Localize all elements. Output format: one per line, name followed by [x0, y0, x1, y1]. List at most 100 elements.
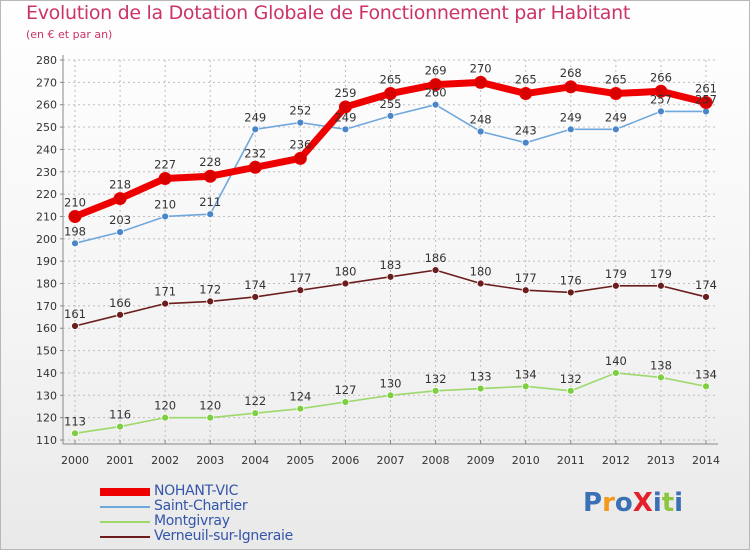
data-label-saint-chartier: 249	[334, 110, 356, 124]
data-label-verneuil-sur-igneraie: 180	[470, 265, 492, 279]
data-point-saint-chartier	[71, 239, 79, 248]
y-tick-label: 190	[36, 255, 57, 268]
data-point-nohant-vic	[203, 169, 217, 183]
data-label-nohant-vic: 227	[154, 157, 176, 171]
data-label-saint-chartier: 198	[64, 224, 86, 238]
logo-letter: X	[632, 488, 653, 518]
data-point-montgivray	[476, 384, 485, 393]
x-tick-label: 2014	[692, 454, 720, 467]
data-point-verneuil-sur-igneraie	[521, 286, 530, 295]
y-tick-label: 200	[36, 233, 57, 246]
y-tick-label: 150	[36, 345, 57, 358]
x-tick-label: 2005	[286, 454, 314, 467]
data-label-saint-chartier: 257	[650, 92, 672, 106]
data-point-saint-chartier	[521, 138, 530, 147]
y-tick-label: 170	[36, 300, 57, 313]
data-point-montgivray	[251, 409, 260, 418]
data-label-saint-chartier: 249	[605, 110, 627, 124]
data-label-saint-chartier: 252	[289, 104, 311, 118]
data-label-nohant-vic: 269	[425, 64, 447, 78]
y-tick-label: 250	[36, 121, 57, 134]
data-point-saint-chartier	[657, 107, 665, 116]
data-point-nohant-vic	[248, 160, 262, 174]
x-tick-label: 2013	[647, 454, 675, 467]
data-label-nohant-vic: 236	[289, 137, 311, 151]
data-point-montgivray	[611, 369, 620, 377]
data-point-verneuil-sur-igneraie	[206, 297, 215, 306]
y-tick-label: 120	[36, 412, 57, 425]
data-labels: 161 166 171 172 174 177 180 183 186 180 177 176 179 1…	[64, 61, 717, 428]
data-label-montgivray: 132	[425, 372, 447, 386]
legend-label-verneuil-sur-igneraie: Verneuil-sur-Igneraie	[154, 528, 293, 544]
data-point-nohant-vic	[113, 192, 127, 206]
x-tick-label: 2009	[467, 454, 495, 467]
data-point-montgivray	[161, 413, 170, 422]
data-point-montgivray	[702, 382, 710, 391]
data-label-verneuil-sur-igneraie: 179	[650, 267, 672, 281]
data-label-montgivray: 134	[695, 367, 717, 381]
x-tick-label: 2001	[106, 454, 134, 467]
data-label-saint-chartier: 211	[199, 195, 221, 209]
data-label-nohant-vic: 210	[64, 195, 86, 209]
data-point-nohant-vic	[338, 100, 352, 114]
x-tick-label: 2008	[422, 454, 450, 467]
data-point-saint-chartier	[611, 125, 620, 134]
data-point-nohant-vic	[654, 84, 668, 98]
data-label-saint-chartier: 257	[695, 92, 717, 106]
x-tick-label: 2003	[196, 454, 224, 467]
x-tick-label: 2004	[241, 454, 269, 467]
proxiti-logo: ProXiti	[583, 488, 683, 518]
logo-letter: i	[652, 488, 662, 518]
chart-title: Evolution de la Dotation Globale de Fonc…	[26, 2, 631, 24]
data-label-verneuil-sur-igneraie: 161	[64, 307, 86, 321]
data-point-montgivray	[386, 391, 395, 400]
legend-label-montgivray: Montgivray	[154, 513, 230, 529]
legend-swatch-montgivray	[100, 521, 150, 523]
y-tick-label: 280	[36, 54, 57, 67]
data-label-montgivray: 134	[515, 367, 537, 381]
y-tick-label: 160	[36, 322, 57, 335]
data-label-montgivray: 122	[244, 394, 266, 408]
data-label-verneuil-sur-igneraie: 177	[289, 271, 311, 285]
data-point-montgivray	[71, 429, 79, 438]
data-point-saint-chartier	[341, 125, 350, 134]
data-label-nohant-vic: 218	[109, 178, 131, 192]
data-point-nohant-vic	[68, 209, 82, 223]
data-label-nohant-vic: 265	[515, 73, 537, 87]
x-tick-label: 2000	[61, 454, 89, 467]
logo-letter: P	[583, 488, 603, 518]
data-label-nohant-vic: 270	[470, 61, 492, 75]
data-point-montgivray	[657, 373, 665, 382]
data-label-verneuil-sur-igneraie: 174	[244, 278, 266, 292]
y-tick-label: 240	[36, 143, 57, 156]
data-label-montgivray: 127	[334, 383, 356, 397]
data-label-saint-chartier: 203	[109, 213, 131, 227]
data-label-nohant-vic: 265	[605, 73, 627, 87]
data-label-saint-chartier: 210	[154, 197, 176, 211]
data-point-saint-chartier	[206, 210, 215, 219]
data-point-nohant-vic	[519, 87, 533, 101]
data-point-saint-chartier	[296, 118, 305, 127]
data-label-montgivray: 120	[154, 399, 176, 413]
data-point-montgivray	[431, 386, 440, 395]
data-point-verneuil-sur-igneraie	[251, 293, 260, 301]
data-point-nohant-vic	[609, 87, 623, 101]
data-point-nohant-vic	[699, 95, 713, 109]
data-point-nohant-vic	[474, 75, 488, 89]
data-point-saint-chartier	[161, 212, 170, 221]
data-label-montgivray: 120	[199, 399, 221, 413]
data-label-saint-chartier: 255	[380, 97, 402, 111]
y-tick-label: 230	[36, 166, 57, 179]
data-label-nohant-vic: 259	[334, 86, 356, 100]
x-tick-label: 2006	[331, 454, 359, 467]
data-label-saint-chartier: 249	[244, 110, 266, 124]
data-point-montgivray	[206, 413, 215, 422]
data-point-verneuil-sur-igneraie	[161, 299, 170, 308]
data-label-montgivray: 132	[560, 372, 582, 386]
legend-swatch-nohant-vic	[100, 488, 150, 496]
data-point-verneuil-sur-igneraie	[476, 279, 485, 288]
data-point-verneuil-sur-igneraie	[341, 279, 350, 288]
data-point-nohant-vic	[293, 151, 307, 165]
y-tick-label: 180	[36, 278, 57, 291]
data-label-nohant-vic: 232	[244, 146, 266, 160]
